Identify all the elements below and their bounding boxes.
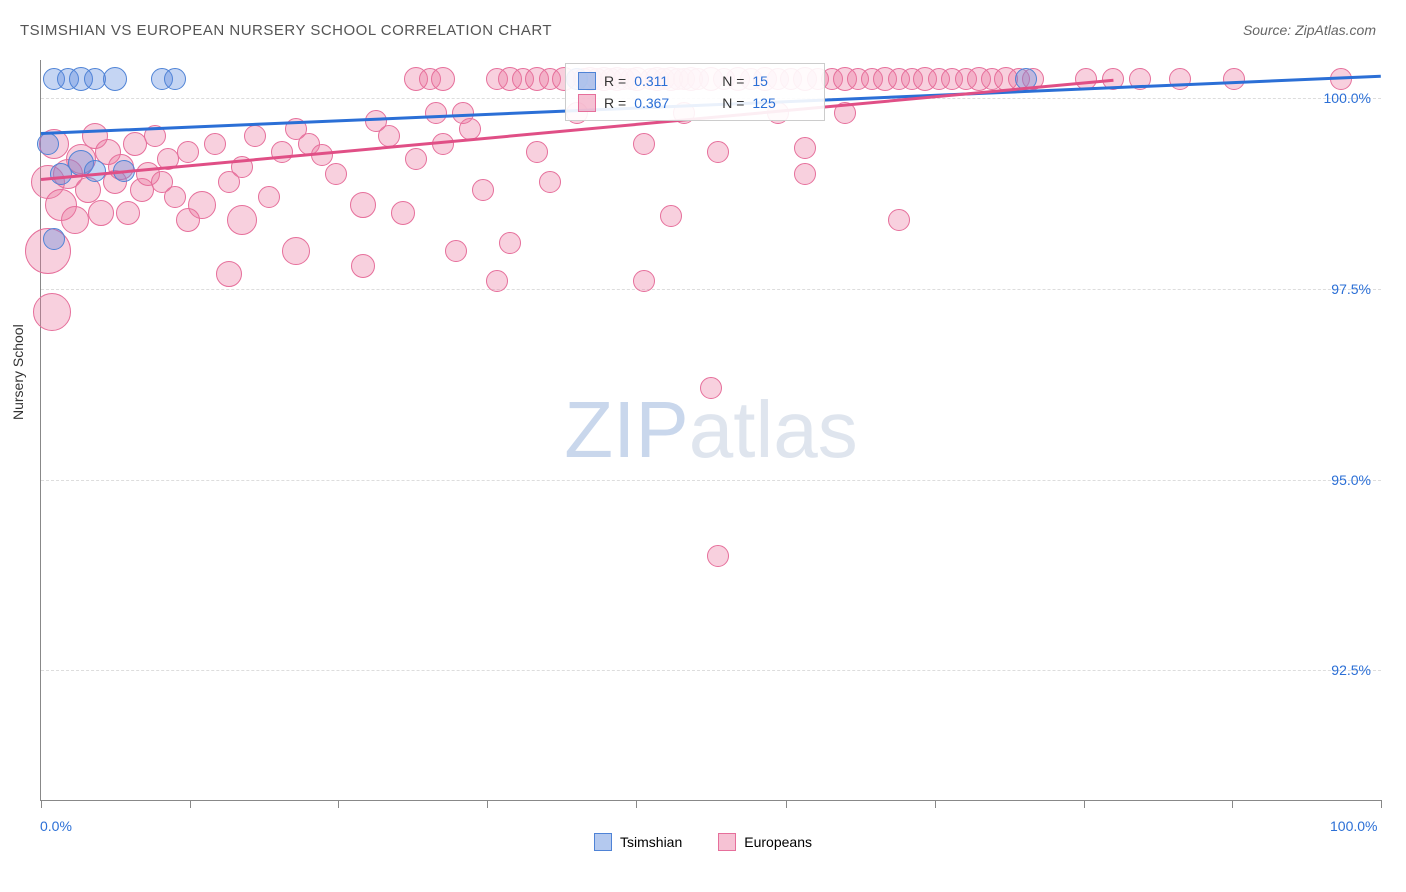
data-point xyxy=(84,160,106,182)
data-point xyxy=(707,545,729,567)
xlabel-right: 100.0% xyxy=(1330,818,1377,834)
data-point xyxy=(431,67,455,91)
data-point xyxy=(794,163,816,185)
data-point xyxy=(204,133,226,155)
legend-swatch xyxy=(594,833,612,851)
legend-r-key: R = xyxy=(604,70,626,92)
legend-r-key: R = xyxy=(604,92,626,114)
data-point xyxy=(164,68,186,90)
data-point xyxy=(244,125,266,147)
legend-n-key: N = xyxy=(722,70,744,92)
data-point xyxy=(33,293,71,331)
xtick xyxy=(338,800,339,808)
data-point xyxy=(271,141,293,163)
stats-legend: R = 0.311 N = 15 R = 0.367 N = 125 xyxy=(565,63,825,121)
stats-legend-row: R = 0.367 N = 125 xyxy=(578,92,812,114)
data-point xyxy=(61,206,89,234)
ytick-label: 95.0% xyxy=(1331,472,1371,488)
ytick-label: 100.0% xyxy=(1324,90,1371,106)
data-point xyxy=(37,133,59,155)
legend-swatch xyxy=(578,72,596,90)
data-point xyxy=(888,209,910,231)
data-point xyxy=(1223,68,1245,90)
data-point xyxy=(325,163,347,185)
xtick xyxy=(1232,800,1233,808)
data-point xyxy=(88,200,114,226)
gridline xyxy=(41,480,1381,481)
data-point xyxy=(1169,68,1191,90)
bottom-legend-item: Tsimshian xyxy=(594,833,682,851)
legend-n-key: N = xyxy=(722,92,744,114)
legend-swatch xyxy=(578,94,596,112)
xtick xyxy=(636,800,637,808)
data-point xyxy=(116,201,140,225)
data-point xyxy=(216,261,242,287)
xlabel-left: 0.0% xyxy=(40,818,72,834)
data-point xyxy=(660,205,682,227)
data-point xyxy=(350,192,376,218)
xtick xyxy=(786,800,787,808)
data-point xyxy=(539,171,561,193)
data-point xyxy=(472,179,494,201)
data-point xyxy=(103,67,127,91)
legend-label: Tsimshian xyxy=(620,834,682,850)
xtick xyxy=(487,800,488,808)
ytick-label: 97.5% xyxy=(1331,281,1371,297)
data-point xyxy=(176,208,200,232)
bottom-legend-item: Europeans xyxy=(718,833,812,851)
bottom-legend: Tsimshian Europeans xyxy=(0,833,1406,854)
data-point xyxy=(794,137,816,159)
data-point xyxy=(164,186,186,208)
gridline xyxy=(41,289,1381,290)
data-point xyxy=(425,102,447,124)
xtick xyxy=(935,800,936,808)
data-point xyxy=(351,254,375,278)
data-point xyxy=(405,148,427,170)
data-point xyxy=(700,377,722,399)
legend-r-value: 0.311 xyxy=(634,70,714,92)
xtick xyxy=(41,800,42,808)
data-point xyxy=(43,228,65,250)
legend-label: Europeans xyxy=(744,834,812,850)
data-point xyxy=(365,110,387,132)
data-point xyxy=(633,270,655,292)
data-point xyxy=(633,133,655,155)
data-point xyxy=(258,186,280,208)
chart-title: TSIMSHIAN VS EUROPEAN NURSERY SCHOOL COR… xyxy=(20,22,552,39)
xtick xyxy=(1084,800,1085,808)
legend-n-value: 125 xyxy=(752,92,812,114)
watermark-a: ZIP xyxy=(564,385,688,474)
y-axis-label: Nursery School xyxy=(10,324,26,420)
data-point xyxy=(526,141,548,163)
legend-r-value: 0.367 xyxy=(634,92,714,114)
data-point xyxy=(282,237,310,265)
plot-area: ZIPatlas 92.5%95.0%97.5%100.0% xyxy=(40,60,1381,801)
stats-legend-row: R = 0.311 N = 15 xyxy=(578,70,812,92)
data-point xyxy=(707,141,729,163)
data-point xyxy=(311,144,333,166)
data-point xyxy=(177,141,199,163)
legend-n-value: 15 xyxy=(752,70,812,92)
data-point xyxy=(486,270,508,292)
xtick xyxy=(1381,800,1382,808)
data-point xyxy=(499,232,521,254)
data-point xyxy=(391,201,415,225)
gridline xyxy=(41,670,1381,671)
legend-swatch xyxy=(718,833,736,851)
data-point xyxy=(227,205,257,235)
ytick-label: 92.5% xyxy=(1331,662,1371,678)
data-point xyxy=(445,240,467,262)
chart-source: Source: ZipAtlas.com xyxy=(1243,22,1376,38)
xtick xyxy=(190,800,191,808)
